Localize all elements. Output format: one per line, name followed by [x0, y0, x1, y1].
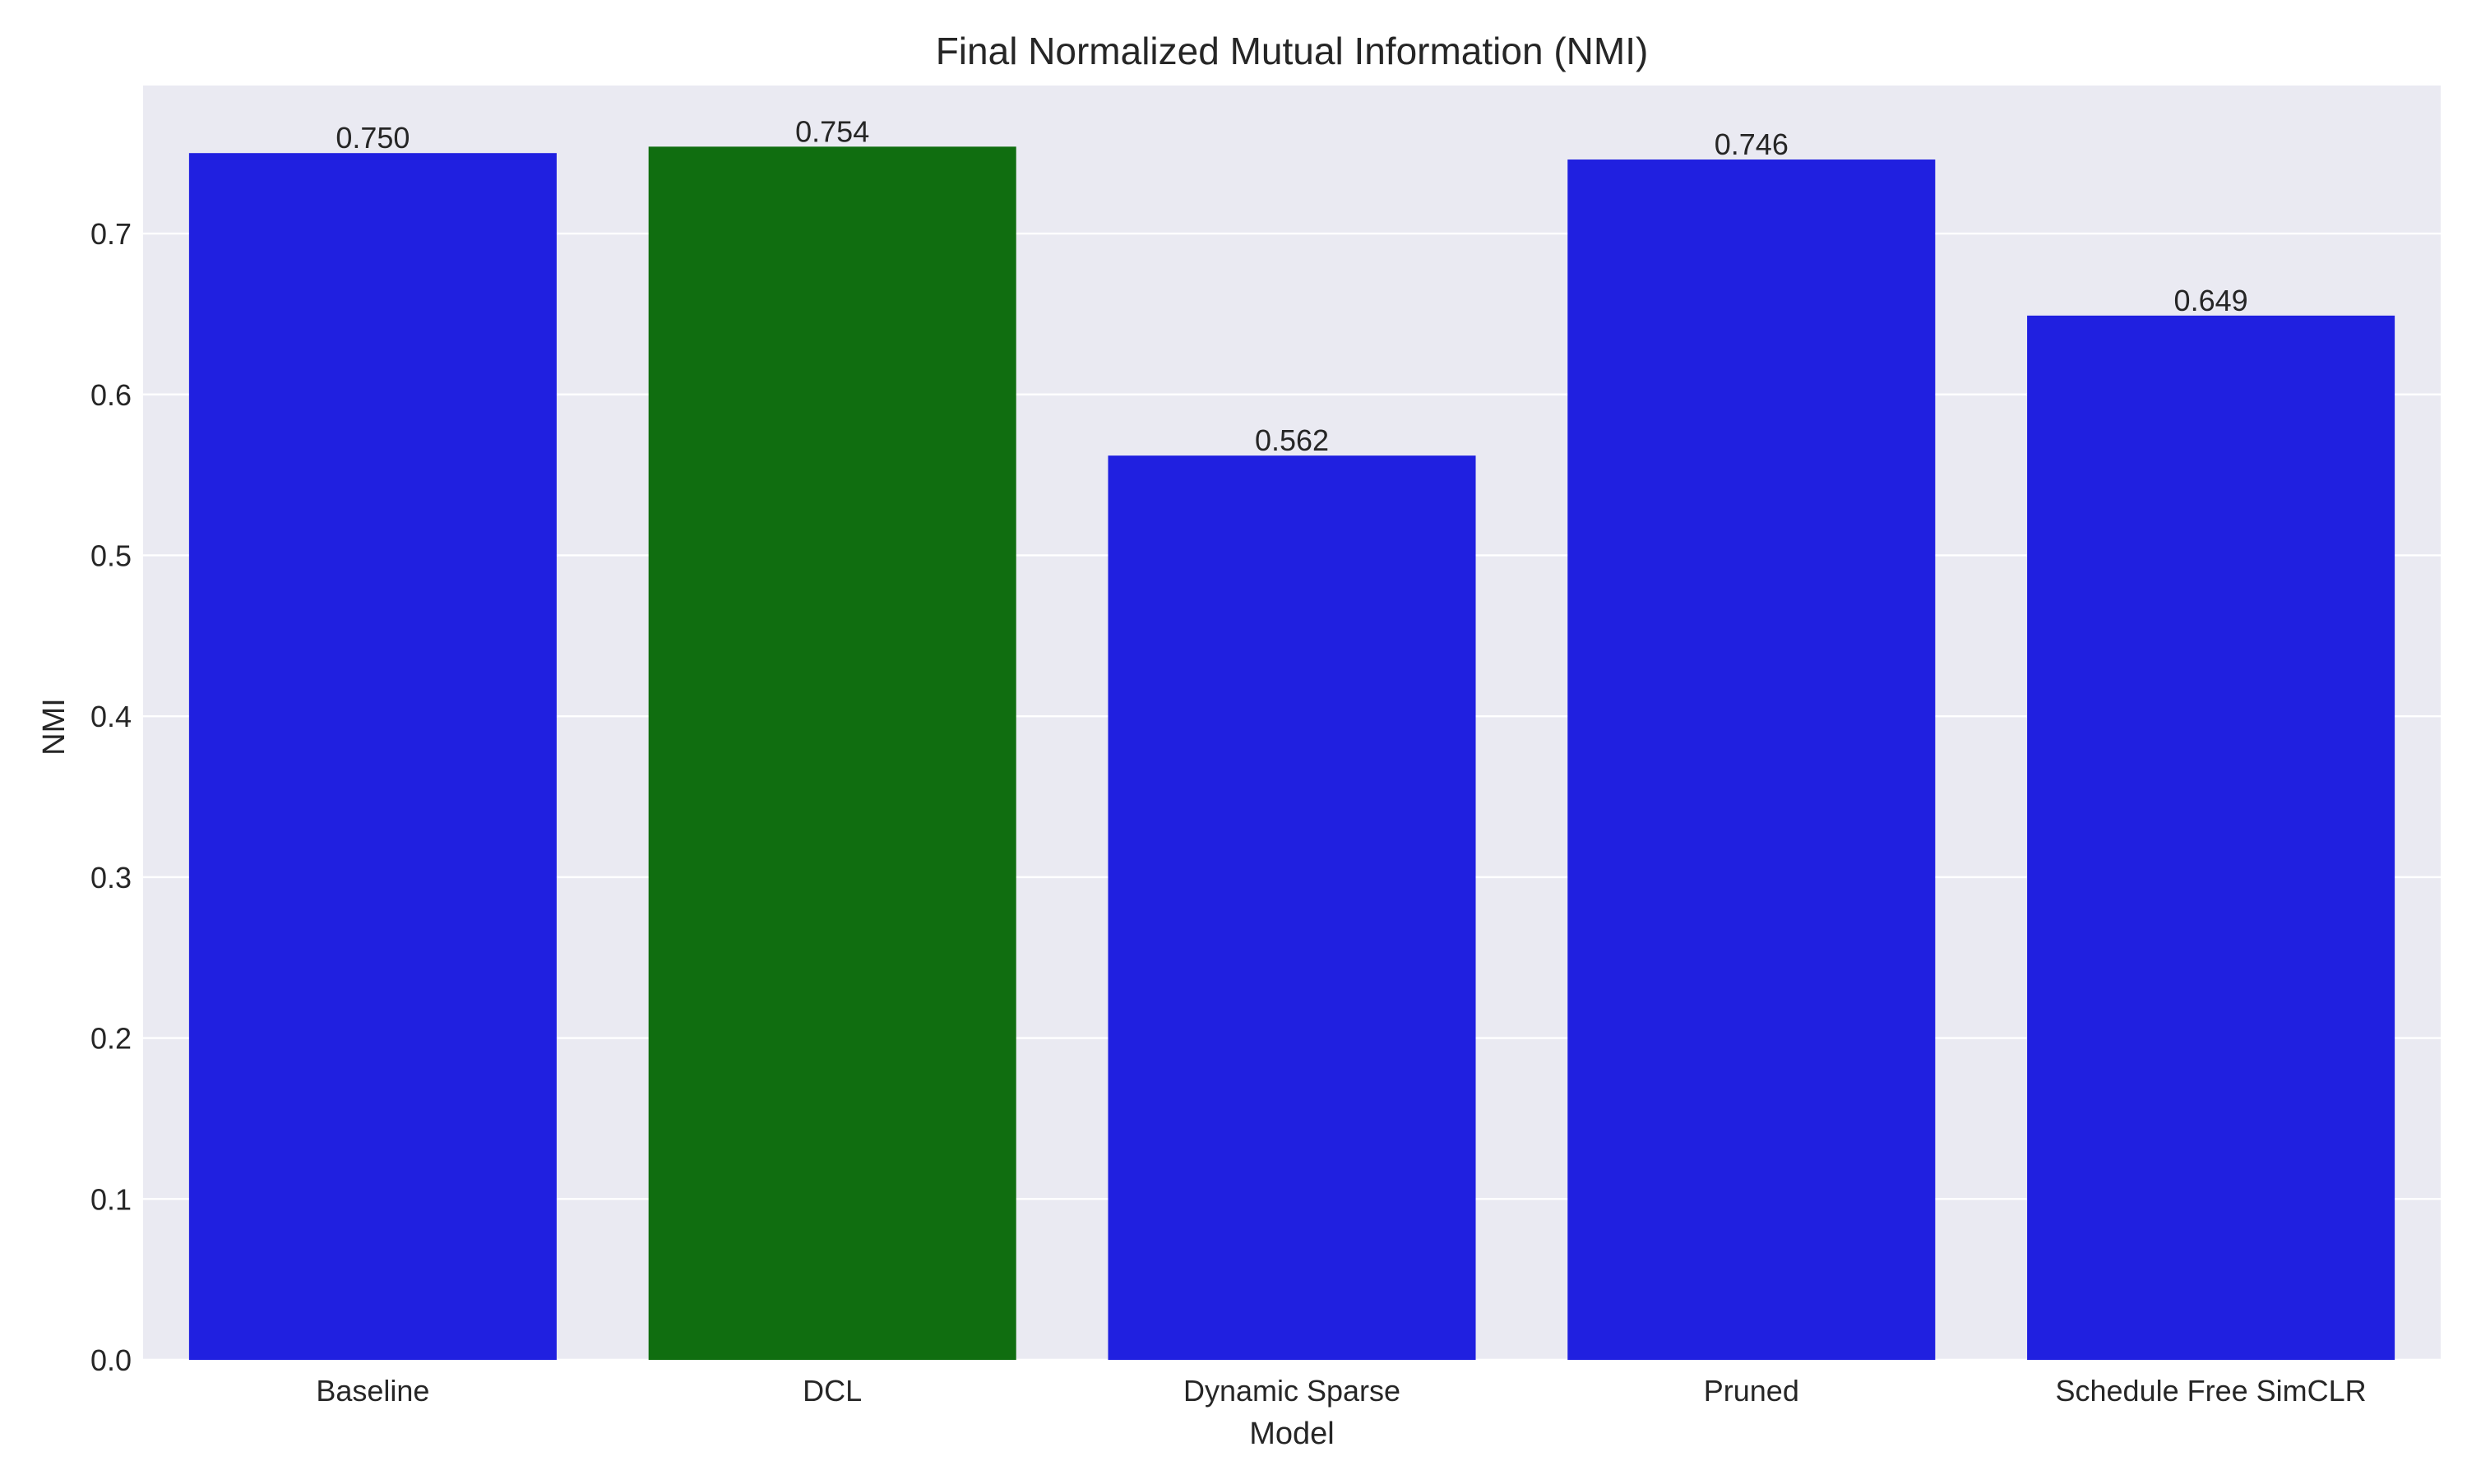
- bar-value-label: 0.754: [795, 114, 869, 148]
- chart-title: Final Normalized Mutual Information (NMI…: [936, 30, 1649, 72]
- bar-value-labels: 0.750 0.754 0.562 0.746 0.649: [336, 114, 2247, 457]
- x-axis-ticks: Baseline DCL Dynamic Sparse Pruned Schedule …: [316, 1374, 2366, 1408]
- bar-value-label: 0.746: [1715, 127, 1789, 161]
- y-tick-label: 0.5: [90, 539, 132, 572]
- y-tick-label: 0.0: [90, 1343, 132, 1377]
- y-tick-label: 0.7: [90, 217, 132, 251]
- bar-schedule-free-simclr: [2027, 315, 2395, 1361]
- y-tick-label: 0.3: [90, 861, 132, 895]
- y-tick-label: 0.6: [90, 378, 132, 412]
- y-tick-label: 0.1: [90, 1182, 132, 1216]
- y-tick-label: 0.2: [90, 1022, 132, 1056]
- bar-value-label: 0.649: [2174, 284, 2248, 317]
- bar-value-label: 0.562: [1255, 423, 1329, 457]
- bar-value-label: 0.750: [336, 121, 410, 155]
- bar-baseline: [188, 153, 557, 1360]
- x-tick-label: Pruned: [1704, 1374, 1799, 1408]
- x-tick-label: Baseline: [316, 1374, 429, 1408]
- bars: [188, 146, 2395, 1361]
- y-axis-label: NMI: [37, 698, 72, 756]
- x-tick-label: Dynamic Sparse: [1183, 1374, 1400, 1408]
- bar-pruned: [1567, 159, 1936, 1360]
- x-tick-label: Schedule Free SimCLR: [2056, 1374, 2367, 1408]
- bar-dynamic-sparse: [1108, 455, 1476, 1361]
- x-axis-label: Model: [1249, 1417, 1335, 1451]
- bar-dcl: [648, 146, 1016, 1361]
- y-tick-label: 0.4: [90, 700, 132, 733]
- y-axis-ticks: 0.0 0.1 0.2 0.3 0.4 0.5 0.6 0.7: [90, 217, 132, 1377]
- x-tick-label: DCL: [803, 1374, 862, 1408]
